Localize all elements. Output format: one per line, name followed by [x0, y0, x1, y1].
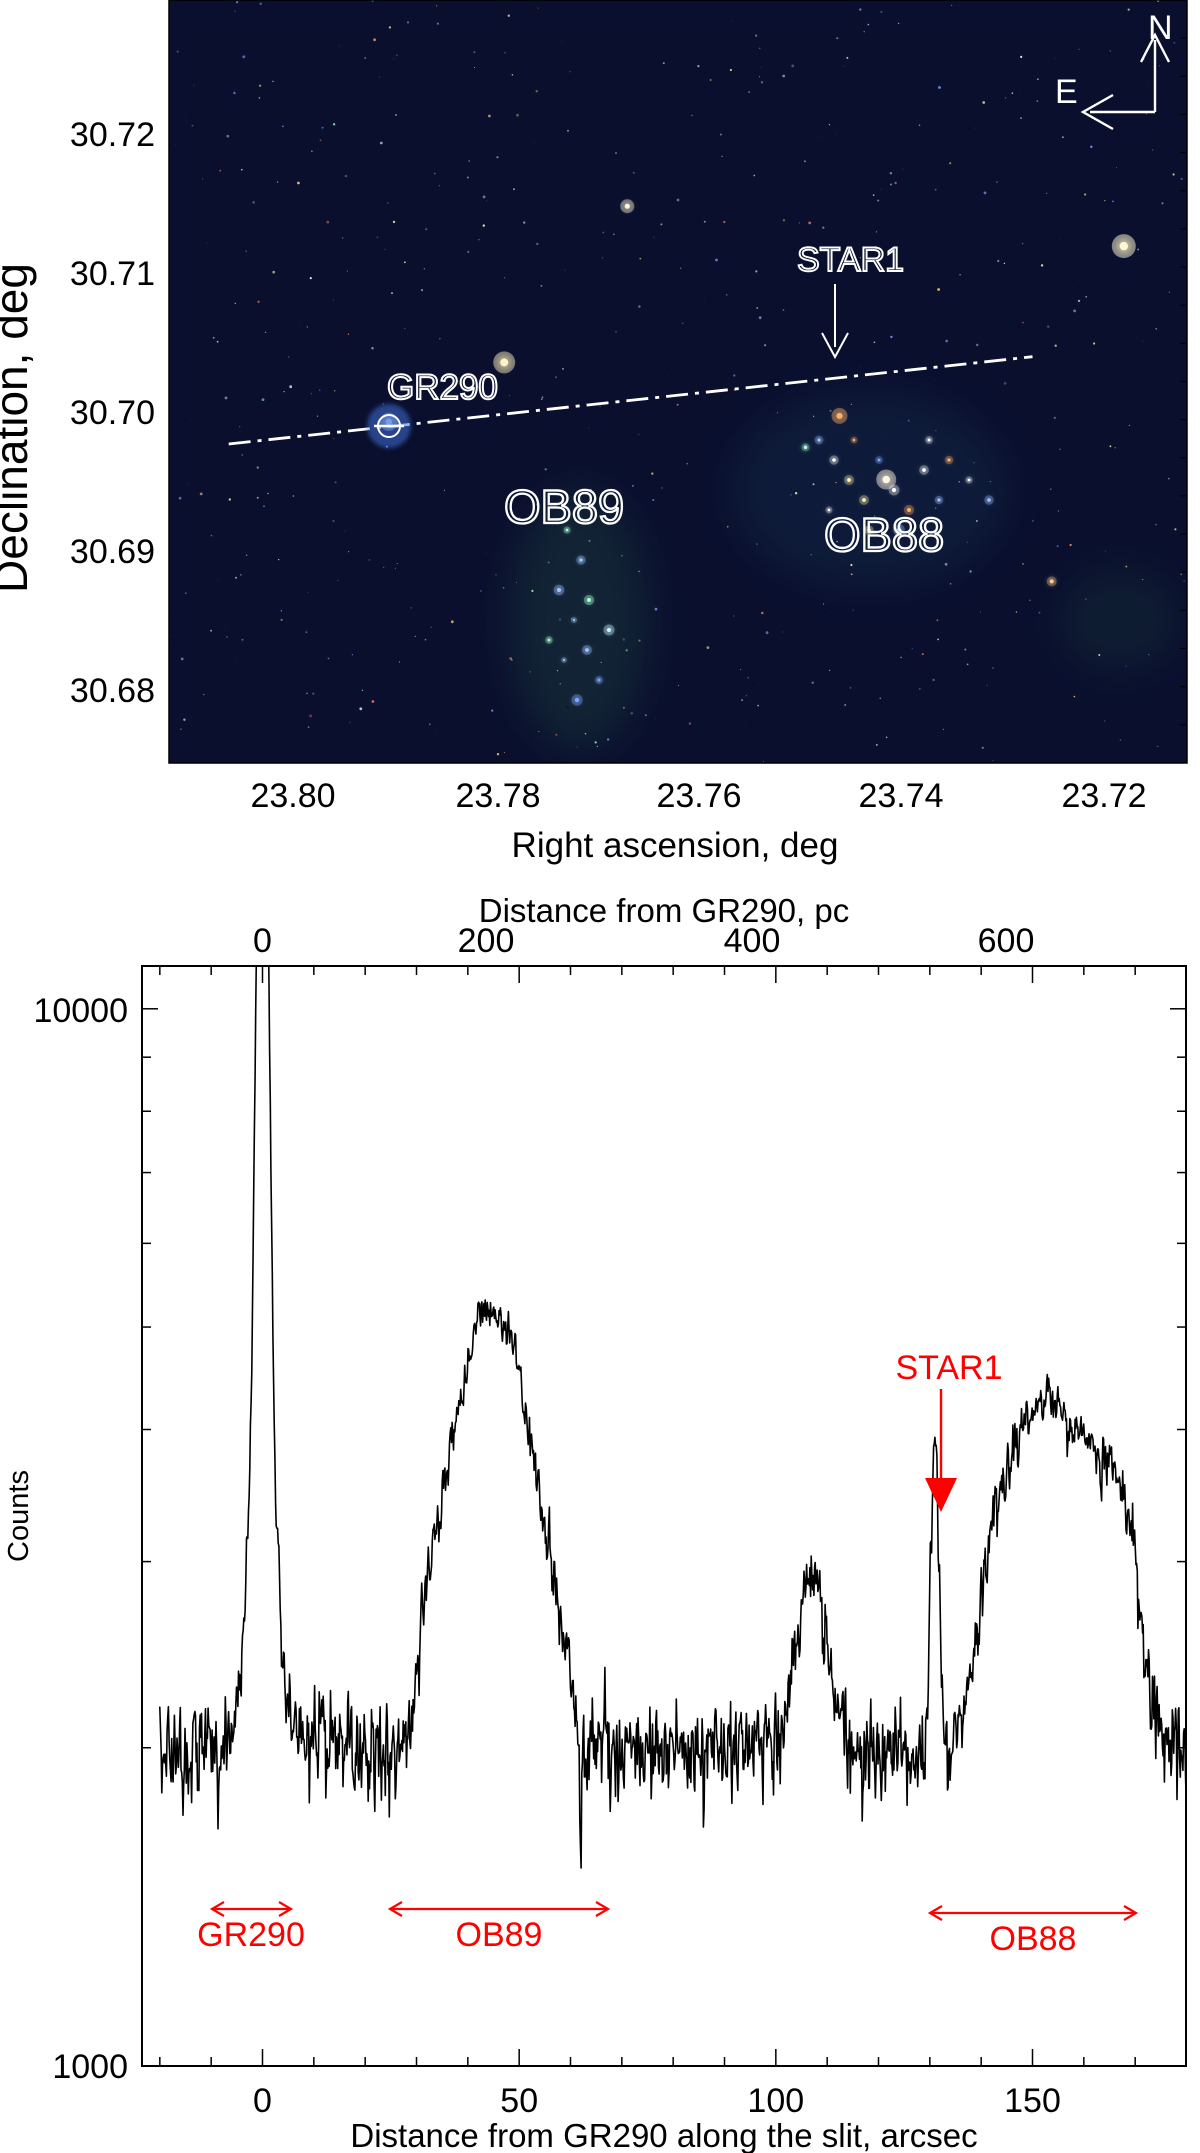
svg-text:N: N: [1148, 9, 1173, 47]
svg-text:STAR1: STAR1: [895, 1349, 1002, 1387]
svg-text:10000: 10000: [33, 992, 128, 1030]
svg-text:Distance from GR290 along the: Distance from GR290 along the slit, arcs…: [350, 2117, 977, 2153]
svg-text:23.74: 23.74: [858, 777, 943, 815]
svg-text:Declination, deg: Declination, deg: [0, 263, 37, 593]
svg-text:30.72: 30.72: [70, 116, 155, 154]
svg-text:23.76: 23.76: [656, 777, 741, 815]
svg-text:OB89: OB89: [504, 480, 624, 533]
svg-text:100: 100: [747, 2082, 804, 2120]
svg-text:150: 150: [1004, 2082, 1061, 2120]
svg-text:Counts: Counts: [3, 1470, 35, 1562]
svg-text:23.78: 23.78: [455, 777, 540, 815]
svg-text:OB88: OB88: [990, 1920, 1077, 1958]
svg-text:0: 0: [253, 2082, 272, 2120]
svg-text:30.70: 30.70: [70, 394, 155, 432]
svg-text:600: 600: [978, 922, 1035, 960]
svg-text:Right ascension, deg: Right ascension, deg: [512, 826, 839, 865]
svg-text:1000: 1000: [52, 2048, 128, 2086]
svg-text:E: E: [1055, 73, 1078, 111]
svg-text:30.71: 30.71: [70, 255, 155, 293]
svg-text:GR290: GR290: [197, 1916, 305, 1954]
svg-text:0: 0: [253, 922, 272, 960]
svg-text:OB88: OB88: [824, 508, 944, 561]
svg-text:30.69: 30.69: [70, 533, 155, 571]
svg-text:23.72: 23.72: [1061, 777, 1146, 815]
svg-text:23.80: 23.80: [250, 777, 335, 815]
svg-text:30.68: 30.68: [70, 672, 155, 710]
svg-text:OB89: OB89: [456, 1916, 543, 1954]
svg-text:50: 50: [500, 2082, 538, 2120]
svg-text:GR290: GR290: [387, 368, 498, 407]
svg-text:STAR1: STAR1: [797, 241, 904, 279]
svg-text:Distance from GR290, pc: Distance from GR290, pc: [479, 892, 849, 929]
